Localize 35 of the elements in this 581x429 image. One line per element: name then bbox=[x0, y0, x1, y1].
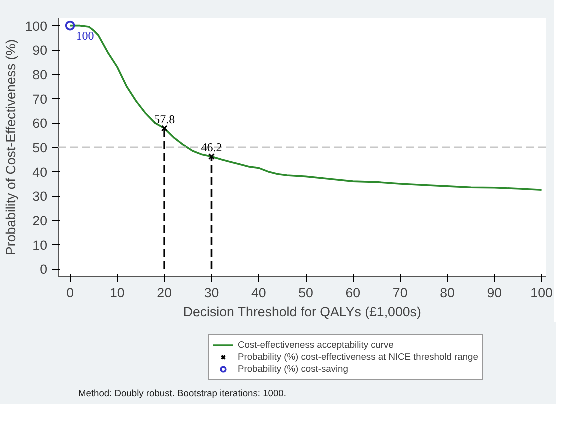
y-tick-label: 20 bbox=[32, 214, 48, 229]
data-label: 100 bbox=[76, 28, 94, 43]
x-tick-label: 100 bbox=[530, 286, 553, 300]
legend-label: Probability (%) cost-effectiveness at NICE threshold range bbox=[238, 351, 478, 363]
x-tick-label: 90 bbox=[487, 286, 502, 300]
line-series bbox=[69, 24, 543, 191]
point bbox=[161, 125, 168, 132]
point bbox=[208, 154, 215, 160]
y-tick-label: 70 bbox=[32, 92, 48, 107]
x-axis-title: Decision Threshold for QALYs (£1,000s) bbox=[183, 304, 422, 320]
x-tick-label: 50 bbox=[298, 286, 314, 300]
y-tick-label: 30 bbox=[32, 189, 48, 204]
x-tick-label: 10 bbox=[110, 286, 125, 300]
x-tick-label: 70 bbox=[392, 286, 408, 300]
x-tick-label: 60 bbox=[346, 286, 361, 300]
data-label: 46.2 bbox=[201, 140, 222, 155]
y-axis-title: Probability of Cost-Effectiveness (%) bbox=[3, 39, 18, 256]
y-tick-label: 0 bbox=[40, 262, 48, 278]
x-tick-label: 40 bbox=[251, 286, 266, 300]
y-tick-label: 90 bbox=[32, 43, 48, 58]
y-tick-label: 50 bbox=[32, 140, 48, 156]
y-tick-label: 80 bbox=[32, 67, 48, 82]
x-tick-label: 80 bbox=[440, 286, 455, 300]
legend-label: Cost-effectiveness acceptability curve bbox=[238, 339, 394, 351]
y-tick-label: 40 bbox=[32, 164, 48, 180]
y-tick-label: 60 bbox=[32, 116, 48, 132]
x-tick-label: 30 bbox=[204, 286, 220, 300]
x-tick-label: 20 bbox=[157, 286, 172, 300]
y-tick-label: 100 bbox=[25, 18, 48, 34]
data-label: 57.8 bbox=[154, 112, 176, 127]
x-tick-label: 0 bbox=[66, 286, 74, 300]
y-tick-label: 10 bbox=[32, 238, 48, 253]
point bbox=[65, 20, 76, 31]
legend-label: Probability (%) cost-saving bbox=[238, 363, 348, 375]
text: Method: Doubly robust. Bootstrap iterations: 1000. bbox=[78, 388, 286, 398]
